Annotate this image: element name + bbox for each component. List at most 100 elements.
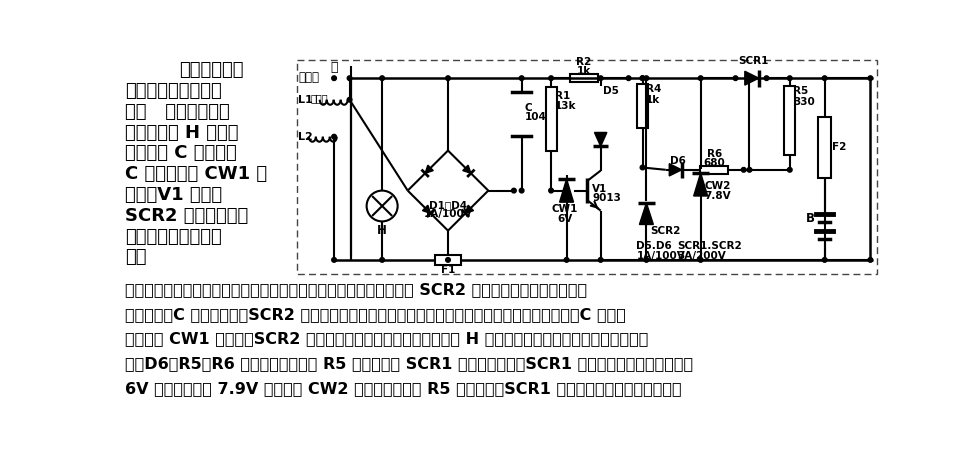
Text: SCR1.SCR2: SCR1.SCR2	[677, 241, 742, 252]
Text: 680: 680	[704, 157, 725, 168]
Bar	[818, 117, 831, 178]
Text: L2: L2	[299, 132, 314, 142]
Circle shape	[788, 76, 792, 80]
Circle shape	[733, 76, 738, 80]
Circle shape	[868, 257, 873, 262]
Text: 时，D6、R5、R6 流过正向电流，当 R5 的压降大于 SCR1 的触发电压时，SCR1 导通，蓄电池被充电，如果: 时，D6、R5、R6 流过正向电流，当 R5 的压降大于 SCR1 的触发电压时…	[124, 356, 693, 371]
Bar	[637, 84, 648, 128]
Circle shape	[446, 76, 451, 80]
Text: D5.D6: D5.D6	[636, 241, 672, 252]
Text: SCR2 被触发导通直: SCR2 被触发导通直	[124, 207, 248, 225]
Polygon shape	[466, 205, 473, 213]
Polygon shape	[639, 203, 654, 224]
Text: 磁电机: 磁电机	[299, 71, 319, 84]
Circle shape	[640, 76, 645, 80]
Circle shape	[822, 76, 827, 80]
Text: 104: 104	[524, 112, 547, 122]
Text: B: B	[807, 212, 815, 225]
Circle shape	[644, 76, 649, 80]
Text: 白: 白	[330, 61, 338, 74]
Text: F1: F1	[441, 265, 455, 275]
Text: 1A/100V: 1A/100V	[423, 209, 472, 219]
Polygon shape	[694, 173, 708, 196]
Bar	[297, 60, 876, 274]
Bar	[435, 255, 462, 264]
Polygon shape	[595, 133, 607, 146]
Circle shape	[332, 257, 336, 262]
Polygon shape	[560, 179, 573, 202]
Circle shape	[512, 188, 516, 193]
Circle shape	[699, 76, 703, 80]
Circle shape	[599, 257, 603, 262]
Text: V1: V1	[592, 185, 608, 195]
Circle shape	[644, 257, 649, 262]
Text: 6V 蓄电池充电达 7.9V 时，由于 CW2 的钳位作用，使 R5 电流反向，SCR1 截止，防止蓄电池的过充电。: 6V 蓄电池充电达 7.9V 时，由于 CW2 的钳位作用，使 R5 电流反向，…	[124, 381, 681, 396]
Text: R2: R2	[576, 57, 591, 67]
Circle shape	[699, 257, 703, 262]
Text: 6V: 6V	[558, 214, 572, 224]
Text: R1: R1	[555, 91, 570, 101]
Text: 1A/100V: 1A/100V	[636, 252, 685, 262]
Text: 防止蓄电池过: 防止蓄电池过	[179, 61, 244, 79]
Text: 到交流电压正半周结: 到交流电压正半周结	[124, 228, 221, 246]
Text: 不足以使 CW1 击穿时，SCR2 截止，这时磁电机上的电压全部加在 H 上。磁电机输出瞬时值超过蓄电池电压: 不足以使 CW1 击穿时，SCR2 截止，这时磁电机上的电压全部加在 H 上。磁…	[124, 331, 648, 347]
Circle shape	[599, 76, 603, 80]
Text: 充电的摩托车电压调: 充电的摩托车电压调	[124, 82, 221, 100]
Text: 330: 330	[793, 97, 814, 106]
Circle shape	[332, 134, 336, 139]
Bar	[569, 74, 598, 83]
Circle shape	[347, 97, 352, 102]
Circle shape	[549, 76, 554, 80]
Circle shape	[564, 257, 569, 262]
Text: 13k: 13k	[555, 101, 576, 111]
Text: 7.8V: 7.8V	[705, 190, 731, 201]
Circle shape	[747, 168, 752, 172]
Circle shape	[741, 168, 746, 172]
Circle shape	[549, 188, 554, 193]
Text: C 上的电压使 CW1 击: C 上的电压使 CW1 击	[124, 165, 267, 183]
Text: 黄／红: 黄／红	[311, 94, 328, 104]
Circle shape	[822, 257, 827, 262]
Circle shape	[640, 76, 645, 80]
Text: 另一路给 C 充电。当: 另一路给 C 充电。当	[124, 145, 236, 162]
Circle shape	[519, 188, 524, 193]
Text: 不断重复以上过程，使磁电机输出的每一周期的负半波均有一部分因 SCR2 导通而被削波。如果磁电机: 不断重复以上过程，使磁电机输出的每一周期的负半波均有一部分因 SCR2 导通而被…	[124, 282, 587, 297]
Circle shape	[764, 76, 769, 80]
Text: 1k: 1k	[576, 66, 591, 76]
Circle shape	[788, 168, 792, 172]
Text: C: C	[524, 103, 532, 113]
Text: 束。: 束。	[124, 248, 146, 266]
Text: SCR1: SCR1	[738, 56, 768, 66]
Text: L1: L1	[299, 95, 314, 105]
Text: 节器   磁电机的输出: 节器 磁电机的输出	[124, 103, 229, 121]
Text: 一路为负载 H 供电，: 一路为负载 H 供电，	[124, 123, 238, 142]
Polygon shape	[422, 205, 430, 213]
Bar	[546, 87, 557, 151]
Text: CW2: CW2	[705, 180, 731, 190]
Text: F2: F2	[832, 142, 847, 152]
Polygon shape	[745, 71, 759, 85]
Circle shape	[640, 165, 645, 170]
Circle shape	[380, 76, 384, 80]
Text: 穿时，V1 导通，: 穿时，V1 导通，	[124, 186, 221, 204]
Text: CW1: CW1	[552, 204, 578, 214]
Bar	[784, 86, 795, 155]
Circle shape	[626, 76, 631, 80]
Text: 3A/200V: 3A/200V	[677, 252, 726, 262]
Circle shape	[519, 76, 524, 80]
Text: 电压升高，C 的充电加速，SCR2 的导通角也随之增大，限制了电压的升高。如果磁电机电压下降，C 上电压: 电压升高，C 的充电加速，SCR2 的导通角也随之增大，限制了电压的升高。如果磁…	[124, 307, 625, 322]
Polygon shape	[425, 165, 433, 174]
Text: 9013: 9013	[592, 193, 621, 203]
Text: SCR2: SCR2	[651, 226, 681, 236]
Polygon shape	[463, 165, 470, 174]
Circle shape	[446, 257, 451, 262]
Text: R4: R4	[646, 84, 661, 95]
Circle shape	[332, 76, 336, 80]
Polygon shape	[669, 164, 682, 176]
Text: H: H	[377, 224, 387, 237]
Bar	[701, 166, 728, 174]
Text: R6: R6	[707, 149, 722, 159]
Text: D6: D6	[669, 156, 686, 166]
Text: 1k: 1k	[646, 95, 660, 105]
Text: D5: D5	[603, 86, 619, 96]
